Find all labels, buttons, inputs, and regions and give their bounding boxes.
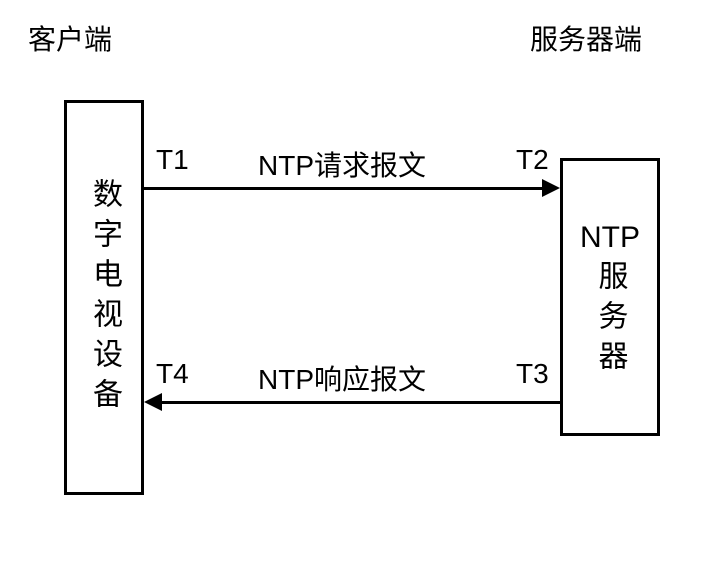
response-arrow-label: NTP响应报文 xyxy=(258,358,426,398)
client-header-label: 客户端 xyxy=(28,18,112,58)
t2-label: T2 xyxy=(516,144,549,176)
t1-label: T1 xyxy=(156,144,189,176)
response-arrow-line xyxy=(162,401,560,404)
request-arrow-label: NTP请求报文 xyxy=(258,144,426,184)
server-label-line2: 服务器 xyxy=(588,260,633,380)
t4-label: T4 xyxy=(156,358,189,390)
server-box-label: NTP 服务器 xyxy=(580,215,640,380)
server-box: NTP 服务器 xyxy=(560,158,660,436)
client-box-label: 数字电视设备 xyxy=(82,178,126,418)
response-arrow-head xyxy=(144,393,162,411)
request-arrow-line xyxy=(144,187,542,190)
server-header-label: 服务器端 xyxy=(530,18,642,58)
t3-label: T3 xyxy=(516,358,549,390)
request-arrow-head xyxy=(542,179,560,197)
server-label-line1: NTP xyxy=(580,215,640,260)
client-box: 数字电视设备 xyxy=(64,100,144,495)
